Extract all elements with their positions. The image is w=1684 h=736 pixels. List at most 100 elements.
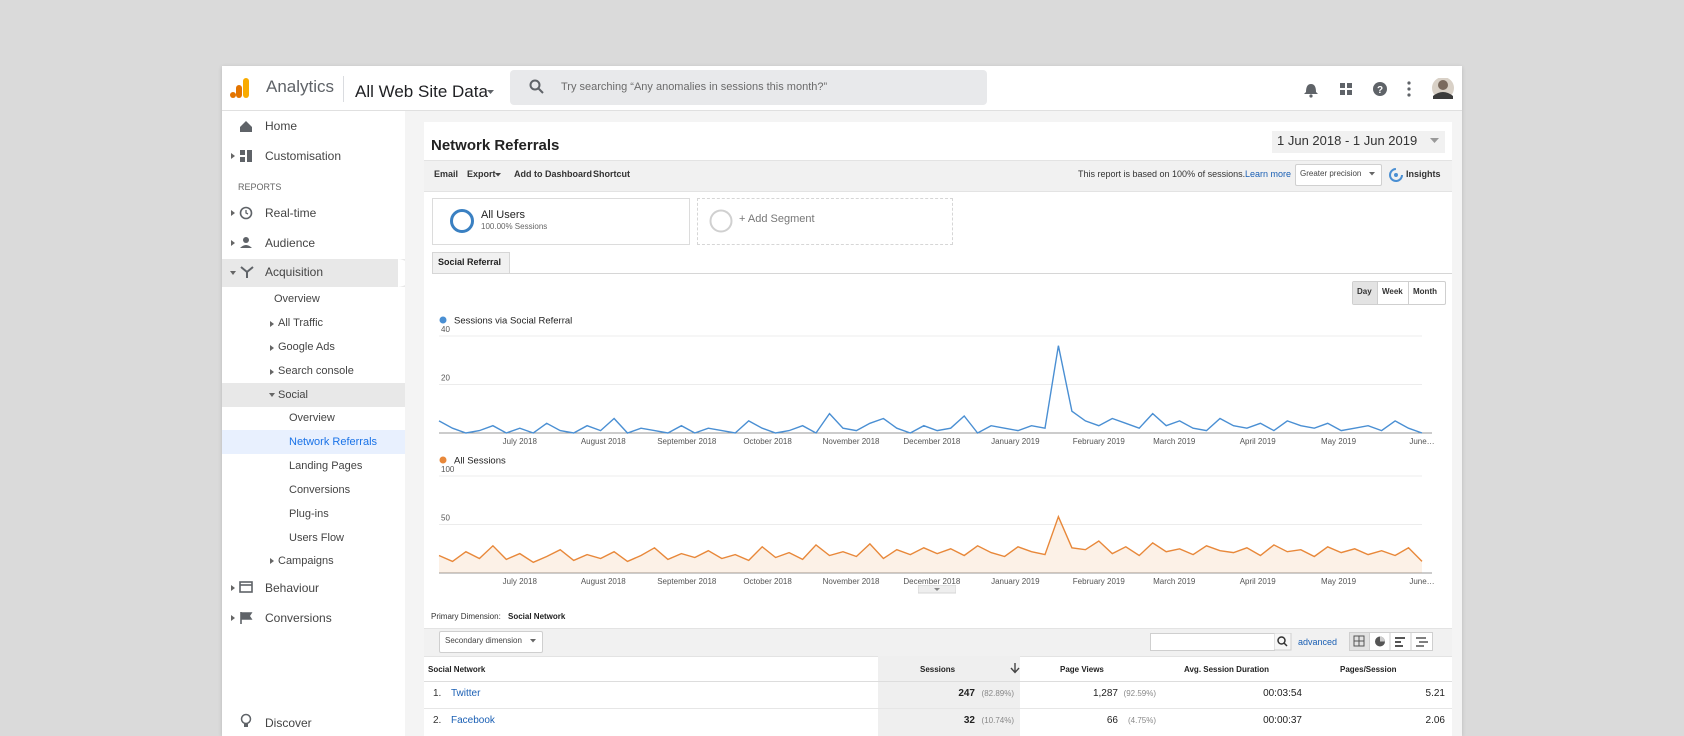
toolbar — [424, 160, 1452, 192]
legend-label: Sessions via Social Referral — [454, 316, 572, 327]
nav-item[interactable]: All Traffic — [278, 317, 324, 329]
row-index: 2. — [433, 715, 442, 726]
property-selector[interactable]: All Web Site Data — [355, 82, 488, 101]
pages-per-session: 2.06 — [1425, 715, 1445, 726]
sorted-column — [878, 656, 1020, 736]
secondary-dimension-dropdown[interactable] — [439, 631, 543, 653]
precision-label: Greater precision — [1300, 169, 1362, 178]
avg-duration: 00:00:37 — [1263, 715, 1302, 726]
segment-detail: 100.00% Sessions — [481, 222, 548, 231]
tab-label: Social Referral — [438, 257, 502, 267]
column-header[interactable]: Sessions — [920, 665, 956, 674]
add-segment[interactable] — [697, 198, 953, 245]
all-sessions-chart: 50 100 July 2018 August 2018 September 2018 O… — [438, 456, 1435, 586]
x-tick-label: March 2019 — [1153, 437, 1196, 446]
nav-item[interactable]: Social — [278, 389, 308, 401]
series-line — [438, 345, 1423, 434]
add-segment-label: + Add Segment — [739, 213, 815, 225]
nav-section: REPORTS — [238, 182, 282, 192]
granularity-button[interactable]: Month — [1413, 287, 1437, 296]
help-icon[interactable] — [1373, 82, 1387, 96]
dropdown-arrow — [1369, 172, 1375, 176]
toolbar-button[interactable]: Add to Dashboard — [514, 169, 592, 179]
nav-item[interactable]: Campaigns — [278, 555, 334, 567]
x-tick-label: October 2018 — [743, 437, 792, 446]
x-tick-label: December 2018 — [903, 437, 960, 446]
primary-dimension-label: Primary Dimension: — [431, 612, 501, 621]
x-tick-label: April 2019 — [1240, 577, 1277, 586]
column-header[interactable]: Social Network — [428, 665, 486, 674]
network-link[interactable]: Facebook — [451, 715, 495, 726]
divider — [1377, 282, 1378, 304]
apps-icon[interactable] — [1340, 83, 1352, 95]
column-header[interactable]: Pages/Session — [1340, 665, 1397, 674]
network-link[interactable]: Twitter — [451, 688, 481, 699]
date-picker[interactable] — [1272, 131, 1445, 153]
nav-item[interactable]: Audience — [265, 236, 316, 250]
nav-item[interactable]: Discover — [265, 716, 312, 730]
product-name: Analytics — [266, 77, 335, 96]
dropdown-arrow — [1430, 138, 1439, 143]
nav-item[interactable]: Customisation — [265, 149, 342, 163]
nav-item[interactable]: Conversions — [265, 611, 332, 625]
nav-item[interactable]: Landing Pages — [289, 460, 363, 472]
toolbar-button[interactable]: Shortcut — [593, 169, 630, 179]
more-icon[interactable] — [1407, 81, 1411, 97]
sessions-chart: 20 40 July 2018 August 2018 September 2018 Oc… — [438, 316, 1435, 446]
tab[interactable] — [432, 252, 510, 274]
nav-item[interactable]: Plug-ins — [289, 508, 329, 520]
table-search-button[interactable] — [1274, 633, 1292, 651]
primary-dimension: Social Network — [508, 612, 566, 621]
nav-item[interactable]: Google Ads — [278, 341, 335, 353]
nav-item[interactable]: Acquisition — [265, 265, 324, 279]
x-tick-label: June… — [1409, 577, 1434, 586]
y-tick-label: 100 — [441, 465, 455, 474]
nav-item-active[interactable]: Network Referrals — [289, 436, 378, 448]
divider — [1408, 282, 1409, 304]
x-tick-label: January 2019 — [991, 577, 1040, 586]
nav-item[interactable]: Home — [265, 119, 298, 133]
segment-ring — [450, 209, 474, 233]
nav-item[interactable]: Overview — [274, 293, 320, 305]
notifications-icon[interactable] — [1304, 84, 1318, 94]
sampling-note: This report is based on 100% of sessions… — [1078, 169, 1246, 179]
secondary-dimension-label: Secondary dimension — [445, 636, 522, 645]
segment-card[interactable] — [432, 198, 690, 245]
x-tick-label: January 2019 — [991, 437, 1040, 446]
nav-item[interactable]: Search console — [278, 365, 354, 377]
top-icons: ? — [1304, 78, 1454, 99]
nav-item[interactable]: Conversions — [289, 484, 351, 496]
column-header[interactable]: Page Views — [1060, 665, 1104, 674]
chart-collapse-handle[interactable] — [918, 585, 956, 594]
nav-item[interactable]: Behaviour — [265, 581, 320, 595]
avg-duration: 00:03:54 — [1263, 688, 1302, 699]
pageviews-value: 66 — [1106, 715, 1118, 726]
nav-item[interactable]: Real-time — [265, 206, 317, 220]
legend-label: All Sessions — [454, 456, 506, 467]
granularity-active — [1353, 282, 1377, 304]
x-tick-label: June… — [1409, 437, 1434, 446]
table-search[interactable] — [1150, 633, 1275, 651]
granularity-button[interactable]: Day — [1357, 287, 1372, 296]
pageviews-share: (92.59%) — [1123, 689, 1156, 698]
x-tick-label: July 2018 — [503, 577, 538, 586]
learn-more-link[interactable]: Learn more — [1245, 169, 1292, 179]
toolbar-button[interactable]: Email — [434, 169, 459, 179]
advanced-link[interactable]: advanced — [1298, 637, 1338, 647]
x-tick-label: February 2019 — [1073, 437, 1126, 446]
nav-item[interactable]: Users Flow — [289, 532, 345, 544]
y-tick-label: 50 — [441, 514, 450, 523]
insights-button[interactable]: Insights — [1406, 169, 1441, 179]
column-header[interactable]: Avg. Session Duration — [1184, 665, 1270, 674]
nav-item[interactable]: Overview — [289, 412, 335, 424]
toolbar-button[interactable]: Export — [467, 169, 496, 179]
x-tick-label: November 2018 — [823, 577, 880, 586]
x-tick-label: July 2018 — [503, 437, 538, 446]
view-toggles[interactable] — [1349, 632, 1433, 652]
precision-dropdown[interactable] — [1295, 164, 1382, 186]
search-box[interactable] — [510, 70, 987, 105]
svg-text:?: ? — [1377, 85, 1383, 96]
granularity-button[interactable]: Week — [1382, 287, 1403, 296]
report-title: Network Referrals — [431, 137, 560, 154]
